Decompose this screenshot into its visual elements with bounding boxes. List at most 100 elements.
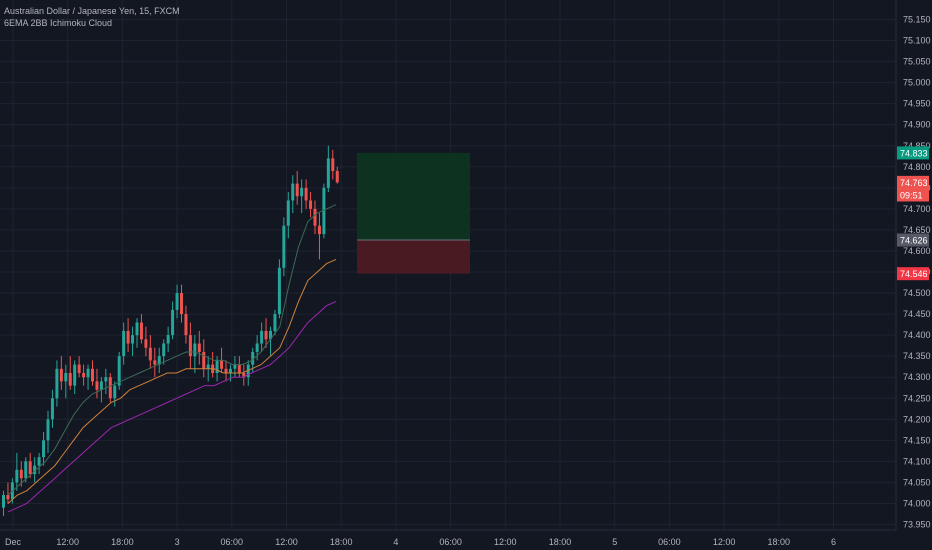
candle[interactable] xyxy=(86,368,90,378)
candle[interactable] xyxy=(153,360,157,365)
candle[interactable] xyxy=(131,335,135,344)
candle[interactable] xyxy=(228,368,232,373)
time-tick-label: 06:00 xyxy=(658,537,681,547)
candle[interactable] xyxy=(59,368,63,382)
price-tick-label: 74.650 xyxy=(903,225,931,235)
price-tick-label: 75.150 xyxy=(903,15,931,25)
candle[interactable] xyxy=(277,267,281,315)
candle[interactable] xyxy=(282,225,286,268)
candle[interactable] xyxy=(99,381,103,390)
candle[interactable] xyxy=(6,495,10,500)
candle[interactable] xyxy=(50,398,54,420)
countdown-label-text: 09:51 xyxy=(900,190,923,200)
candle[interactable] xyxy=(46,419,50,441)
candle[interactable] xyxy=(162,343,166,357)
candle[interactable] xyxy=(148,347,152,361)
candle[interactable] xyxy=(37,457,41,466)
candle[interactable] xyxy=(273,314,277,331)
candle[interactable] xyxy=(291,183,295,201)
candle[interactable] xyxy=(206,364,210,369)
candle[interactable] xyxy=(313,208,317,226)
candle[interactable] xyxy=(251,351,255,365)
price-tick-label: 74.800 xyxy=(903,162,931,172)
candle[interactable] xyxy=(264,330,268,340)
candle[interactable] xyxy=(2,495,5,508)
candle[interactable] xyxy=(295,183,299,197)
candle[interactable] xyxy=(202,351,206,369)
candle[interactable] xyxy=(215,360,219,373)
loss-zone[interactable] xyxy=(357,240,470,274)
price-tick-label: 74.450 xyxy=(903,309,931,319)
candle[interactable] xyxy=(197,343,201,352)
candle[interactable] xyxy=(42,440,46,458)
candle[interactable] xyxy=(317,225,321,235)
candle[interactable] xyxy=(269,330,272,340)
candle[interactable] xyxy=(19,469,23,479)
symbol-legend[interactable]: Australian Dollar / Japanese Yen, 15, FX… xyxy=(4,6,180,16)
candle[interactable] xyxy=(113,385,117,399)
candle[interactable] xyxy=(335,171,339,183)
candle[interactable] xyxy=(68,373,72,386)
candle[interactable] xyxy=(286,200,290,226)
candle[interactable] xyxy=(184,314,188,336)
candle[interactable] xyxy=(104,377,108,382)
time-tick-label: Dec xyxy=(5,537,22,547)
candle[interactable] xyxy=(175,293,179,310)
indicator-legend[interactable]: 6EMA 2BB Ichimoku Cloud xyxy=(4,18,113,28)
candle[interactable] xyxy=(144,339,148,348)
entry-price-label xyxy=(897,233,929,247)
last-price-label-text: 74.763 xyxy=(900,178,928,188)
countdown-label xyxy=(897,188,929,202)
candle[interactable] xyxy=(171,309,175,336)
candle[interactable] xyxy=(193,343,197,357)
price-tick-label: 73.950 xyxy=(903,520,931,530)
candle[interactable] xyxy=(331,158,335,171)
candle[interactable] xyxy=(166,335,170,344)
candle[interactable] xyxy=(304,187,308,201)
candle[interactable] xyxy=(322,187,326,235)
candle[interactable] xyxy=(28,461,32,474)
candle[interactable] xyxy=(255,343,259,352)
candle[interactable] xyxy=(139,322,143,340)
candle[interactable] xyxy=(237,364,241,373)
candle[interactable] xyxy=(135,322,139,336)
candle[interactable] xyxy=(260,330,264,344)
candle[interactable] xyxy=(242,373,246,378)
candle[interactable] xyxy=(77,364,81,373)
price-tick-label: 75.050 xyxy=(903,57,931,67)
candle[interactable] xyxy=(64,373,68,382)
time-tick-label: 18:00 xyxy=(549,537,572,547)
candle[interactable] xyxy=(55,368,59,399)
candle[interactable] xyxy=(188,335,192,357)
stop-price-label-text: 74.546 xyxy=(900,269,928,279)
price-tick-label: 74.350 xyxy=(903,351,931,361)
candle[interactable] xyxy=(300,187,304,197)
candle[interactable] xyxy=(126,330,130,344)
price-tick-label: 74.250 xyxy=(903,393,931,403)
candle[interactable] xyxy=(180,293,183,315)
candle[interactable] xyxy=(33,465,37,474)
candle[interactable] xyxy=(326,158,330,188)
candle[interactable] xyxy=(82,373,86,378)
candle[interactable] xyxy=(157,356,161,365)
candle[interactable] xyxy=(233,364,237,369)
candle[interactable] xyxy=(73,364,77,386)
price-tick-label: 74.600 xyxy=(903,246,931,256)
candle[interactable] xyxy=(224,368,228,373)
candle[interactable] xyxy=(108,377,112,399)
candle[interactable] xyxy=(117,356,121,386)
candle[interactable] xyxy=(91,368,94,382)
price-tick-label: 74.950 xyxy=(903,99,931,109)
candle[interactable] xyxy=(122,330,126,357)
target-price-label-text: 74.833 xyxy=(900,148,928,158)
time-tick-label: 5 xyxy=(612,537,617,547)
candle[interactable] xyxy=(95,381,99,390)
profit-zone[interactable] xyxy=(357,152,470,241)
candle[interactable] xyxy=(24,461,28,479)
candle[interactable] xyxy=(15,469,19,483)
candle[interactable] xyxy=(309,200,313,209)
candle[interactable] xyxy=(220,360,224,369)
price-tick-label: 74.900 xyxy=(903,120,931,130)
candle[interactable] xyxy=(246,364,250,378)
